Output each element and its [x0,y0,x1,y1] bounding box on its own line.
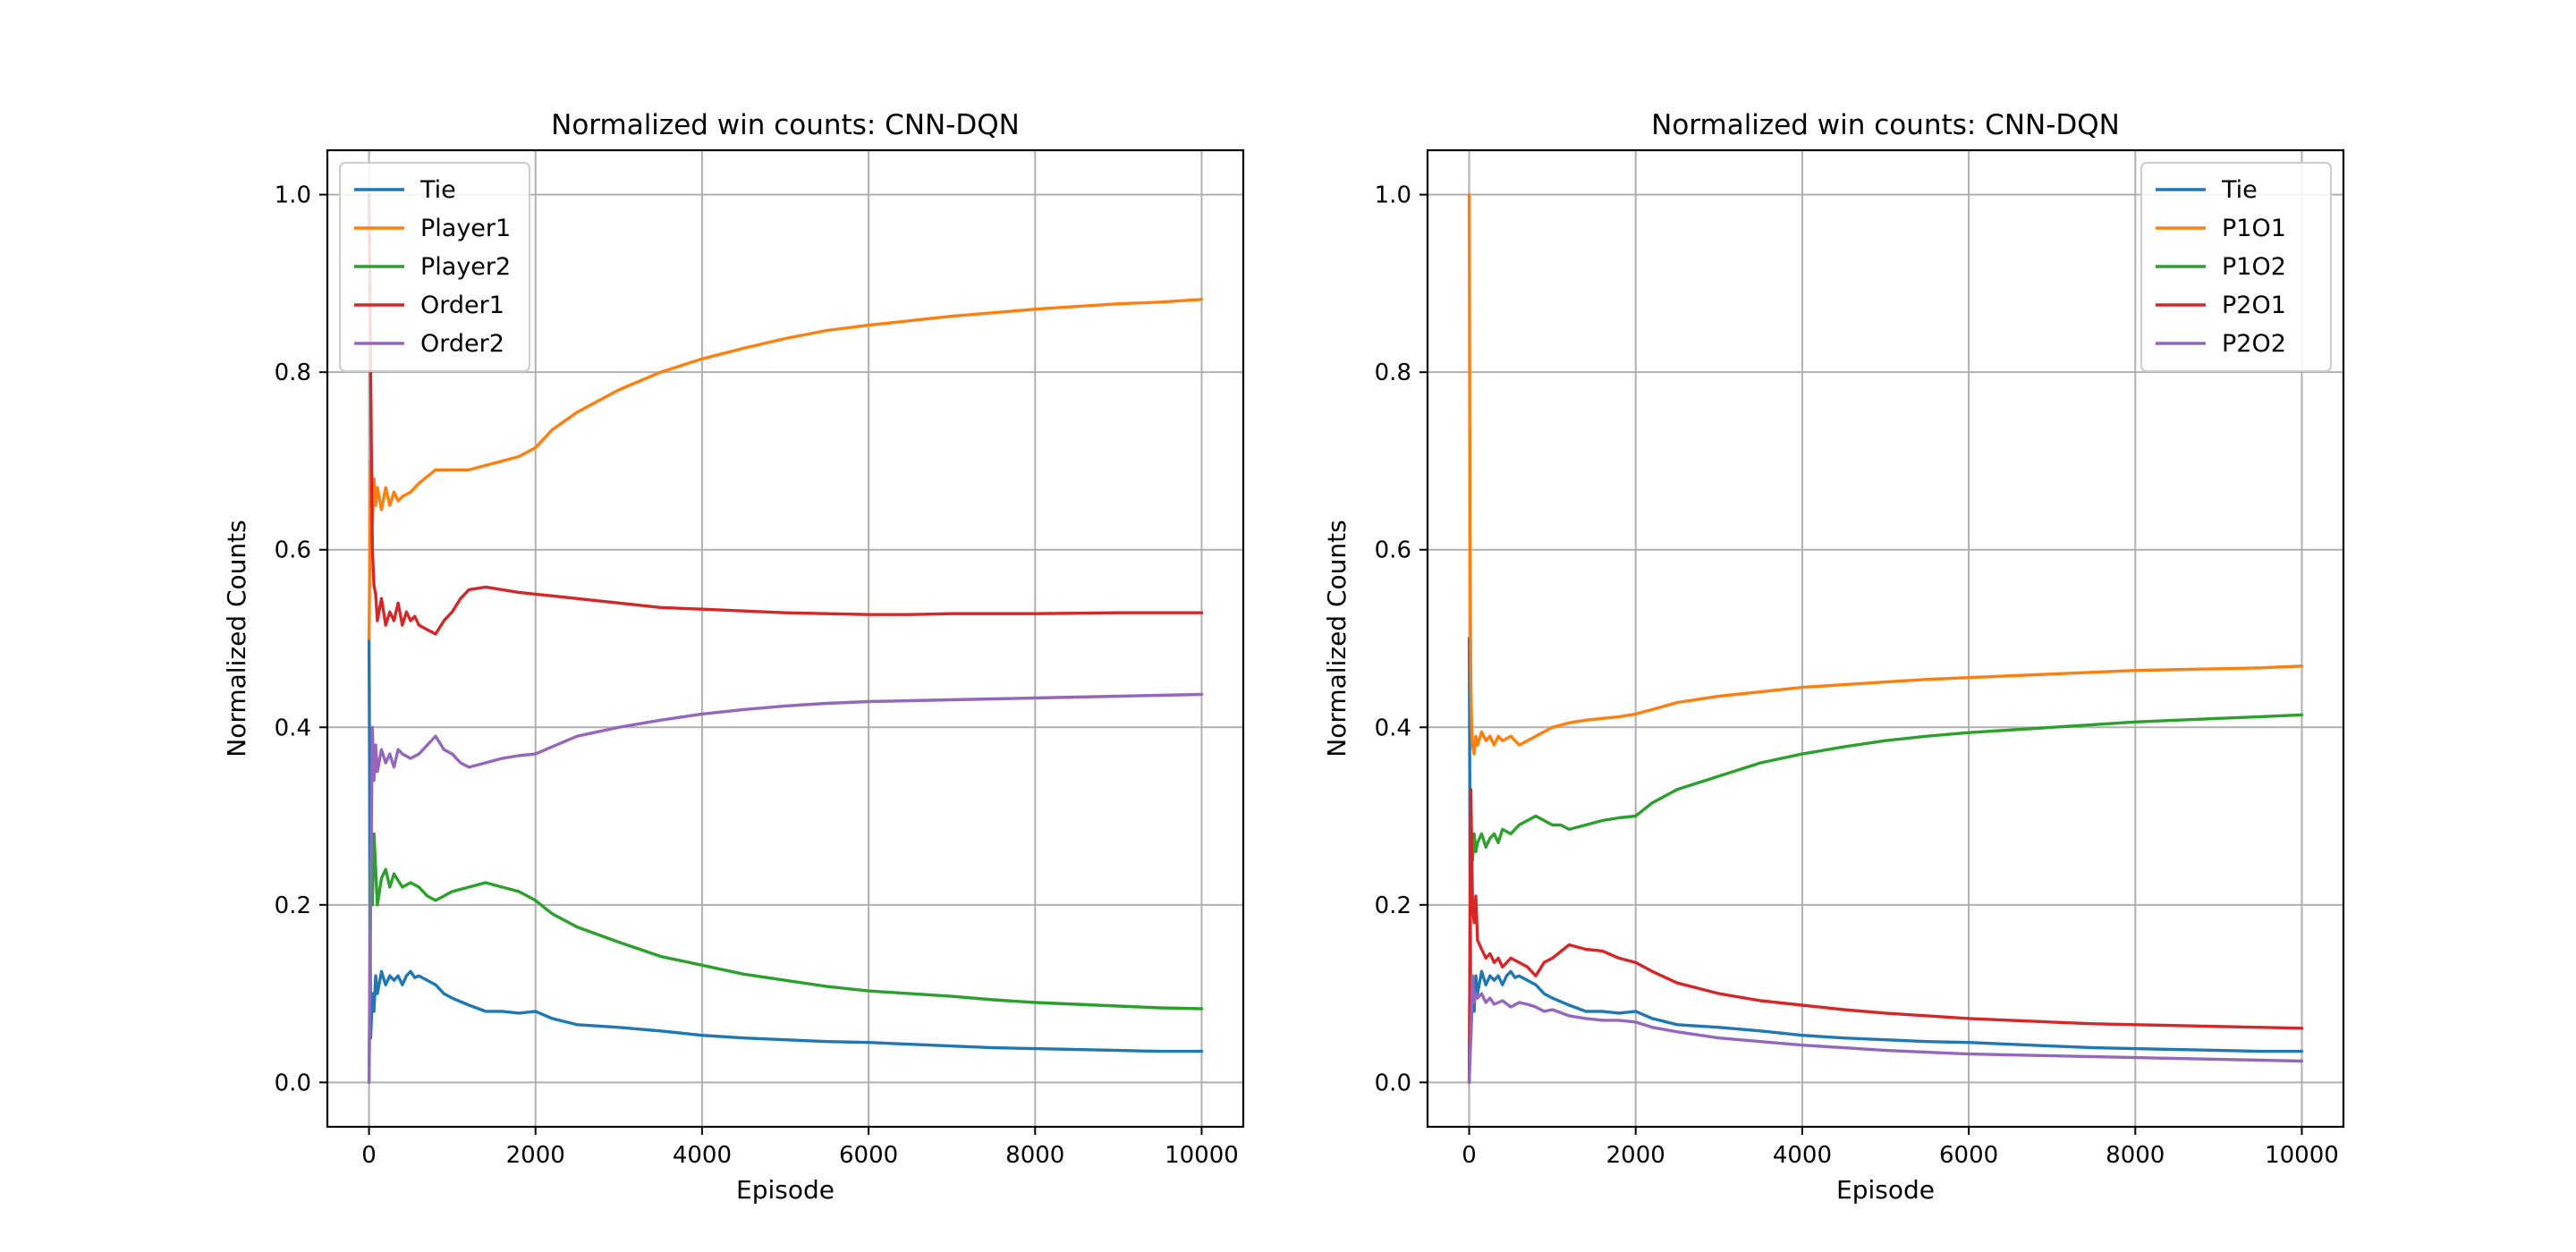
legend-label: Tie [2221,176,2258,204]
y-tick-label: 0.4 [275,715,311,741]
y-tick-label: 0.6 [1375,537,1411,564]
x-tick-label: 8000 [1005,1142,1064,1169]
plot-frame [326,148,1245,1129]
series-line-p1o1 [1467,192,2304,756]
y-axis-label: Normalized Counts [1322,520,1352,757]
legend-label: P1O2 [2222,253,2286,281]
x-tick-label: 2000 [1606,1142,1665,1169]
series-group [1467,192,2304,1085]
x-axis-label: Episode [736,1175,835,1205]
legend-label: P1O1 [2222,215,2286,242]
x-tick-label: 10000 [2265,1142,2339,1169]
legend-label: Player1 [420,215,511,242]
legend: Tie P1O1 P1O2 P2O1 P2O2 [2140,162,2332,372]
x-tick-label: 2000 [506,1142,565,1169]
y-tick-label: 1.0 [275,182,311,209]
series-line-player1 [367,298,1204,640]
legend-box [2140,162,2332,372]
x-tick-label: 4000 [673,1142,732,1169]
series-line-order2 [367,692,1204,1085]
series-line-tie [367,637,1204,1053]
chart-left: 0 2000 4000 6000 8000 10000 0.0 0.2 0.4 0.6 0.8 1.0… [222,109,1245,1205]
y-tick-label: 0.0 [275,1070,311,1096]
legend-label: Player2 [420,253,511,281]
x-tick-label: 0 [1462,1142,1477,1169]
legend-box [339,162,530,372]
series-group [367,192,1204,1085]
x-tick-label: 6000 [1939,1142,1998,1169]
legend-label: P2O1 [2222,292,2286,319]
series-line-p1o2 [1467,713,2304,1085]
legend-label: P2O2 [2222,330,2286,358]
series-line-tie [1467,637,2304,1053]
chart-title: Normalized win counts: CNN-DQN [551,109,1020,141]
y-tick-label: 1.0 [1375,182,1411,209]
legend: Tie Player1 Player2 Order1 Order2 [339,162,530,372]
legend-label: Tie [419,176,456,204]
series-line-order1 [367,192,1204,636]
y-axis-label: Normalized Counts [222,520,251,757]
x-tick-label: 0 [361,1142,377,1169]
x-tick-label: 10000 [1165,1142,1239,1169]
y-tick-label: 0.0 [1375,1070,1411,1096]
x-axis-label: Episode [1836,1175,1935,1205]
x-tick-label: 8000 [2106,1142,2165,1169]
legend-label: Order1 [420,292,504,319]
y-tick-label: 0.2 [275,892,311,919]
legend-label: Order2 [420,330,504,358]
x-tick-label: 4000 [1773,1142,1832,1169]
series-line-p2o2 [1467,974,2304,1085]
y-tick-label: 0.6 [275,537,311,564]
chart-right: 0 2000 4000 6000 8000 10000 0.0 0.2 0.4 0.6 0.8 1.0… [1322,109,2345,1205]
y-tick-label: 0.8 [1375,360,1411,386]
series-line-p2o1 [1467,788,2304,1085]
plot-frame [1426,148,2345,1129]
chart-title: Normalized win counts: CNN-DQN [1651,109,2120,141]
y-tick-label: 0.2 [1375,892,1411,919]
y-tick-label: 0.4 [1375,715,1411,741]
y-tick-label: 0.8 [275,360,311,386]
x-tick-label: 6000 [839,1142,898,1169]
series-line-player2 [367,832,1204,1085]
